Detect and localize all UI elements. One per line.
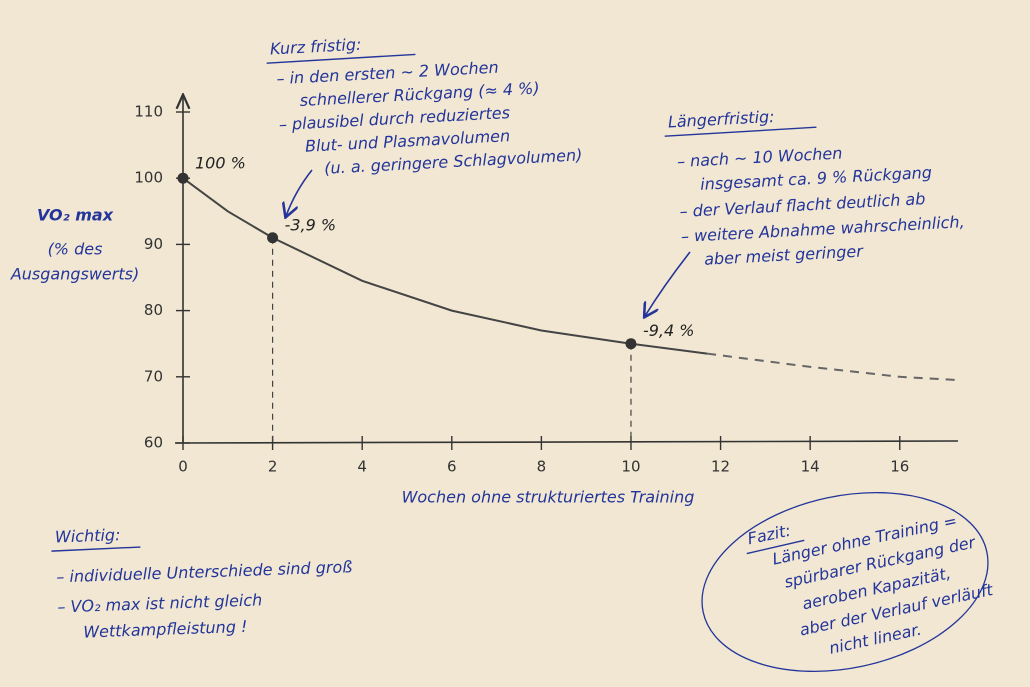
note-line: – individuelle Unterschiede sind groß	[56, 557, 353, 586]
y-tick-label: 90	[144, 235, 163, 253]
y-tick-label: 100	[134, 169, 163, 187]
note: Längerfristig:– nach ~ 10 Wocheninsgesam…	[664, 107, 965, 269]
y-axis-sublabel: (% des	[48, 240, 103, 259]
point-annotation: -9,4 %	[643, 321, 695, 340]
point	[625, 338, 637, 350]
line	[707, 352, 959, 382]
point	[177, 172, 189, 184]
y-tick-label: 60	[144, 434, 163, 452]
x-tick-label: 10	[621, 458, 640, 476]
point-annotation: 100 %	[195, 154, 246, 173]
x-tick-label: 6	[447, 458, 457, 476]
x-tick-label: 4	[357, 458, 367, 476]
note-heading: Kurz fristig:	[269, 35, 361, 59]
y-tick-label: 110	[134, 103, 163, 121]
x-tick-label: 12	[711, 458, 730, 476]
arrow	[645, 251, 691, 316]
underline	[266, 53, 416, 64]
x-tick-label: 14	[801, 458, 820, 476]
note-heading: Wichtig:	[55, 525, 121, 546]
x-axis	[174, 440, 959, 444]
note-line: aber meist geringer	[704, 241, 865, 268]
y-axis-sublabel: Ausgangswerts)	[10, 265, 139, 284]
note-heading: Längerfristig:	[667, 107, 775, 132]
x-tick-label: 0	[178, 458, 188, 476]
y-tick-label: 70	[144, 367, 163, 385]
y-axis-label: VO₂ max	[37, 206, 114, 225]
note: Fazit:Länger ohne Training =spürbarer Rü…	[746, 511, 995, 658]
point	[267, 232, 279, 244]
underline	[664, 126, 817, 137]
underline	[746, 539, 805, 555]
note: Kurz fristig:– in den ersten ~ 2 Wochens…	[266, 35, 583, 178]
note-line: – VO₂ max ist nicht gleich	[57, 590, 262, 616]
y-tick-label: 80	[144, 301, 163, 319]
note: Wichtig: – individuelle Unterschiede sind…	[51, 525, 353, 642]
fazit-ellipse	[701, 491, 989, 673]
note-line: – nach ~ 10 Wochen	[677, 143, 843, 171]
x-tick-label: 8	[537, 458, 547, 476]
note-line: Wettkampfleistung !	[83, 617, 248, 642]
point-annotation: -3,9 %	[285, 215, 337, 234]
line	[182, 177, 708, 355]
underline	[51, 546, 141, 552]
arrow	[286, 169, 313, 216]
x-tick-label: 16	[890, 458, 909, 476]
x-axis-label: Wochen ohne strukturiertes Training	[402, 488, 695, 507]
x-tick-label: 2	[268, 458, 278, 476]
